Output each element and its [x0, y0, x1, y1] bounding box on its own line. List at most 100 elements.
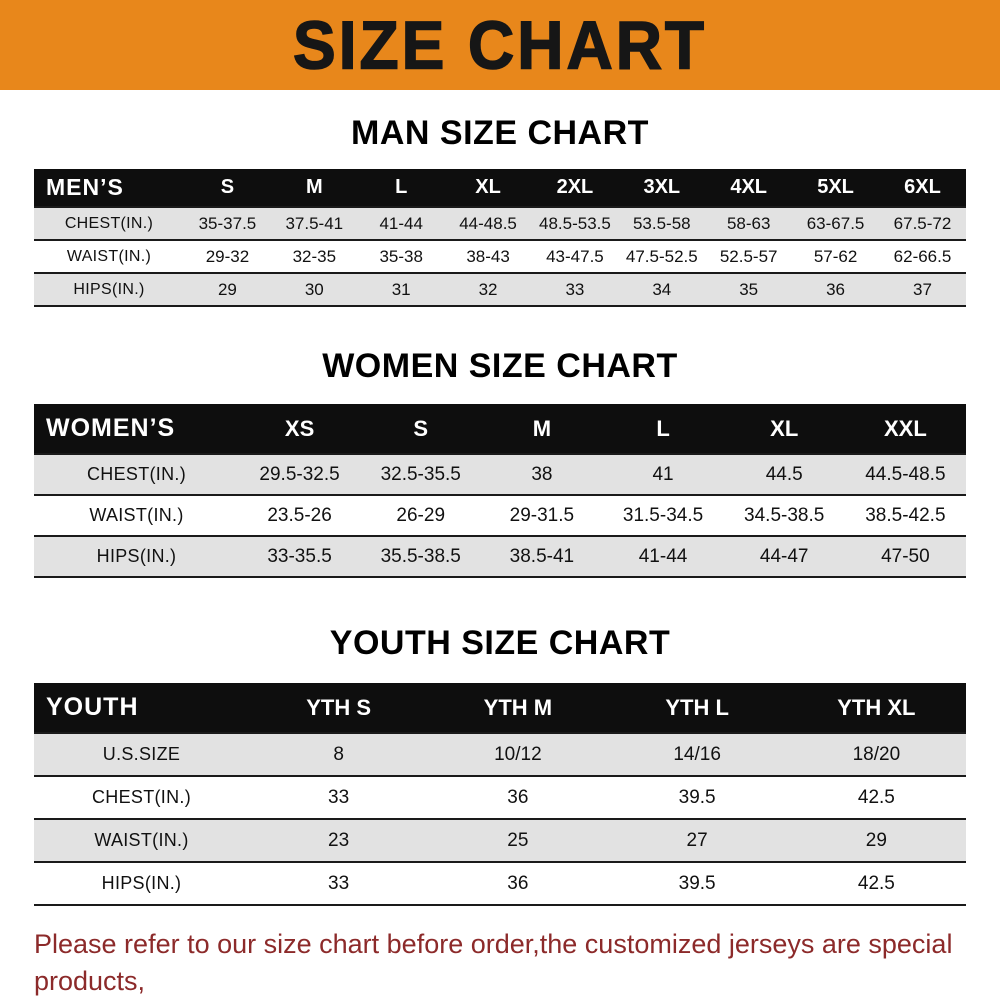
- size-column-header: XL: [723, 404, 845, 454]
- table-body: CHEST(IN.) 29.5-32.5 32.5-35.5 38 41 44.5 44.5…: [34, 454, 966, 577]
- table-cell: 44.5-48.5: [865, 463, 946, 485]
- table-row: WAIST(IN.) 23 25 27 29: [34, 819, 966, 862]
- table-cell: 35: [739, 279, 759, 299]
- size-column-header: S: [184, 169, 271, 207]
- table-cell: 29-32: [205, 246, 250, 266]
- table-cell: 32.5-35.5: [380, 463, 461, 485]
- youth-section: YOUTH SIZE CHART YOUTH YTH S YTH M YTH L YTH…: [0, 578, 1000, 906]
- table-cell: 38.5-42.5: [865, 504, 946, 526]
- table-cell: 31.5-34.5: [622, 504, 704, 526]
- table-cell: 34.5-38.5: [744, 504, 825, 526]
- table-cell: 30: [304, 279, 324, 299]
- table-cell: 35.5-38.5: [380, 545, 461, 567]
- size-column-header: XXL: [844, 404, 966, 454]
- table-row: WAIST(IN.) 29-32 32-35 35-38 38-43 43-47.5 47.…: [34, 240, 966, 273]
- row-label: CHEST(IN.): [64, 214, 154, 232]
- table-cell: 41-44: [379, 213, 423, 233]
- table-cell: 47-50: [881, 545, 930, 567]
- table-head: YOUTH YTH S YTH M YTH L YTH XL: [34, 683, 966, 733]
- table-cell: 10/12: [494, 743, 542, 765]
- row-label: U.S.SIZE: [102, 744, 181, 764]
- table-row: CHEST(IN.) 29.5-32.5 32.5-35.5 38 41 44.5 44.5…: [34, 454, 966, 495]
- table-cell: 33: [328, 872, 350, 894]
- table-body: U.S.SIZE 8 10/12 14/16 18/20 CHEST(IN.) 33 36 39…: [34, 733, 966, 905]
- table-cell: 35-38: [379, 246, 423, 266]
- table-row: HIPS(IN.) 29 30 31 32 33 34 35 36 37: [34, 273, 966, 306]
- youth-section-heading: YOUTH SIZE CHART: [329, 624, 671, 662]
- table-cell: 42.5: [857, 786, 895, 808]
- table-cell: 23.5-26: [267, 504, 332, 526]
- size-column-header: YTH M: [428, 683, 608, 733]
- size-column-header: S: [360, 404, 482, 454]
- table-cell: 18/20: [852, 743, 901, 765]
- row-label: HIPS(IN.): [96, 546, 177, 566]
- banner-title: SIZE CHART: [292, 6, 707, 84]
- table-header-row: MEN’S S M L XL 2XL 3XL 4XL 5XL 6XL: [34, 169, 966, 207]
- size-column-header: M: [270, 169, 358, 207]
- row-label: WAIST(IN.): [94, 830, 189, 850]
- table-row: CHEST(IN.) 35-37.5 37.5-41 41-44 44-48.5 48.5…: [34, 207, 966, 240]
- table-cell: 33-35.5: [267, 545, 332, 567]
- row-label: CHEST(IN.): [87, 464, 186, 484]
- table-cell: 29-31.5: [509, 504, 575, 526]
- row-label: WAIST(IN.): [66, 247, 152, 265]
- table-cell: 36: [507, 872, 529, 894]
- table-cell: 33: [565, 279, 585, 299]
- men-section-heading: MAN SIZE CHART: [351, 114, 649, 152]
- women-section: WOMEN SIZE CHART WOMEN’S XS S M L XL XXL CHEST(…: [0, 307, 1000, 578]
- size-column-header: YTH L: [607, 683, 787, 733]
- table-cell: 38: [531, 463, 553, 485]
- table-cell: 31: [391, 279, 411, 299]
- table-cell: 42.5: [857, 872, 895, 894]
- table-cell: 52.5-57: [719, 246, 778, 266]
- table-cell: 39.5: [678, 786, 716, 808]
- table-cell: 57-62: [813, 246, 858, 266]
- table-cell: 35-37.5: [198, 213, 257, 233]
- table-cell: 32-35: [292, 246, 337, 266]
- table-cell: 37: [913, 279, 932, 299]
- table-cell: 63-67.5: [806, 213, 865, 233]
- size-column-header: 2XL: [531, 169, 619, 207]
- row-label: CHEST(IN.): [92, 787, 191, 807]
- table-cell: 39.5: [678, 872, 716, 894]
- size-column-header: L: [357, 169, 445, 207]
- table-cell: 43-47.5: [546, 246, 604, 266]
- table-cell: 36: [826, 279, 846, 299]
- size-column-header: 5XL: [792, 169, 879, 207]
- table-cell: 44.5: [765, 463, 803, 485]
- size-column-header: M: [481, 404, 603, 454]
- table-cell: 41: [652, 463, 674, 485]
- table-header-row: YOUTH YTH S YTH M YTH L YTH XL: [34, 683, 966, 733]
- footer-line-1: Please refer to our size chart before or…: [34, 929, 953, 996]
- table-cell: 29.5-32.5: [259, 463, 340, 485]
- table-row: CHEST(IN.) 33 36 39.5 42.5: [34, 776, 966, 819]
- table-cell: 44-48.5: [459, 213, 517, 233]
- table-cell: 58-63: [726, 213, 771, 233]
- table-head: MEN’S S M L XL 2XL 3XL 4XL 5XL 6XL: [34, 169, 966, 207]
- table-cell: 44-47: [759, 545, 809, 567]
- table-row: U.S.SIZE 8 10/12 14/16 18/20: [34, 733, 966, 776]
- row-label: HIPS(IN.): [73, 280, 145, 298]
- table-head: WOMEN’S XS S M L XL XXL: [34, 404, 966, 454]
- table-cell: 38-43: [466, 246, 510, 266]
- table-cell: 25: [507, 829, 529, 851]
- table-cell: 41-44: [638, 545, 688, 567]
- row-label: WAIST(IN.): [89, 505, 184, 525]
- size-column-header: 6XL: [879, 169, 966, 207]
- table-cell: 38.5-41: [509, 545, 575, 567]
- men-size-table: MEN’S S M L XL 2XL 3XL 4XL 5XL 6XL CHEST(IN.) 35-37…: [34, 169, 966, 307]
- table-cell: 62-66.5: [893, 246, 952, 266]
- table-cell: 29: [217, 279, 237, 299]
- size-column-header: YTH S: [249, 683, 429, 733]
- banner: SIZE CHART: [0, 0, 1000, 90]
- table-cell: 47.5-52.5: [625, 246, 698, 266]
- size-column-header: 3XL: [618, 169, 706, 207]
- size-column-header: L: [602, 404, 724, 454]
- men-section: MAN SIZE CHART MEN’S S M L XL 2XL 3XL 4XL 5XL 6XL…: [0, 90, 1000, 307]
- table-title-cell: MEN’S: [34, 169, 184, 207]
- table-cell: 37.5-41: [285, 213, 344, 233]
- table-cell: 23: [328, 829, 350, 851]
- table-cell: 53.5-58: [632, 213, 691, 233]
- table-title-cell: YOUTH: [34, 683, 249, 733]
